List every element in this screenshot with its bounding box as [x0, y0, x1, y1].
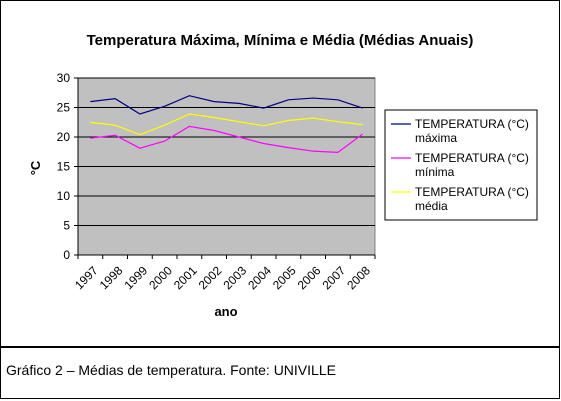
legend-sublabel: média: [415, 199, 448, 213]
legend-label: TEMPERATURA (°C): [415, 117, 529, 131]
chart-title: Temperatura Máxima, Mínima e Média (Médi…: [87, 32, 474, 49]
legend-sublabel: mínima: [415, 165, 455, 179]
legend-sublabel: máxima: [415, 131, 457, 145]
figure-caption: Gráfico 2 – Médias de temperatura. Fonte…: [6, 362, 336, 378]
y-tick-label: 10: [57, 189, 71, 203]
legend-box: [384, 109, 538, 221]
legend-label: TEMPERATURA (°C): [415, 151, 529, 165]
series-line-máxima: [90, 95, 363, 115]
series-line-média: [90, 113, 363, 136]
y-tick-label: 0: [63, 248, 70, 262]
caption-border: [0, 347, 560, 399]
y-axis-label: °C: [28, 160, 43, 175]
legend-label: TEMPERATURA (°C): [415, 185, 529, 199]
y-tick-label: 30: [57, 71, 71, 85]
series-line-mínima: [90, 125, 363, 153]
plot-area: 0510152025301997199819992000200120022003…: [57, 71, 376, 292]
x-axis-label: ano: [214, 304, 237, 319]
y-tick-label: 5: [63, 219, 70, 233]
y-tick-label: 25: [57, 101, 71, 115]
y-tick-label: 15: [57, 160, 71, 174]
y-tick-label: 20: [57, 130, 71, 144]
